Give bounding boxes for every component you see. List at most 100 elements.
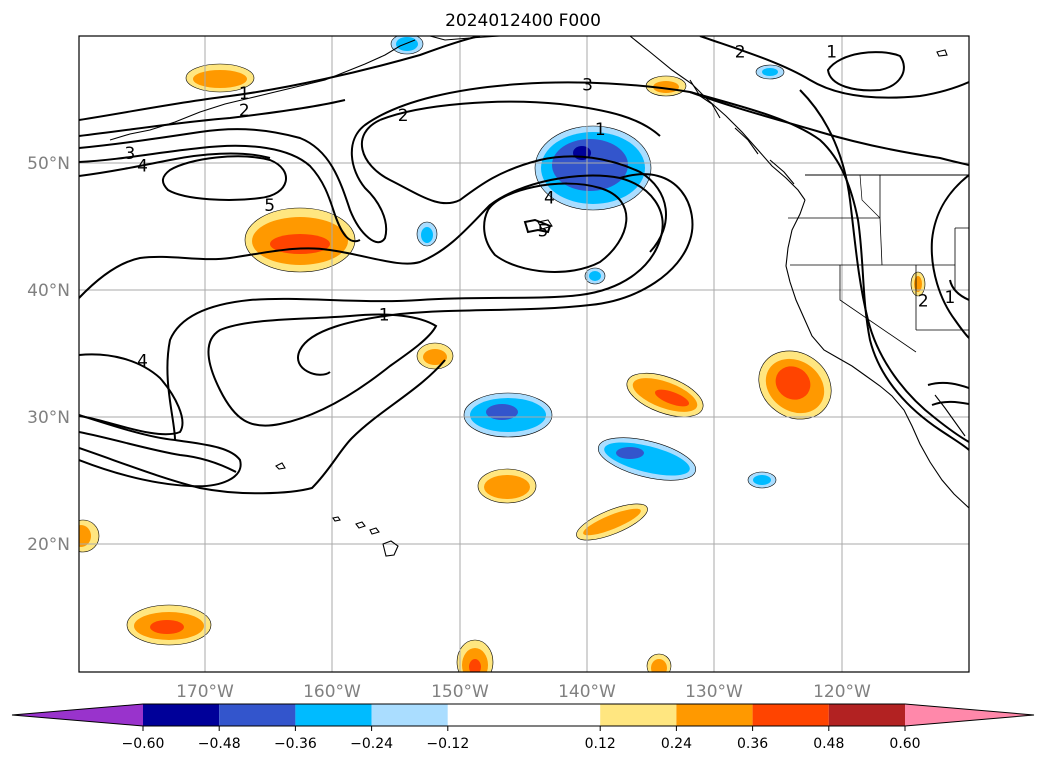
- contour-label: 1: [945, 288, 956, 308]
- colorbar-segment: [447, 704, 601, 726]
- contour-line: [79, 414, 242, 488]
- contour-label: 4: [137, 157, 148, 177]
- lon-tick-label: 120°W: [813, 682, 871, 702]
- gulf-of-alaska-coast: [629, 36, 806, 201]
- colorbar-segment: [219, 704, 296, 726]
- contour-label: 3: [124, 144, 135, 164]
- positive-anomaly-blob: [775, 366, 811, 400]
- contour-label: 1: [595, 120, 606, 140]
- contour-label: 4: [137, 351, 148, 371]
- positive-anomaly-blob: [484, 475, 530, 499]
- contour-line: [79, 81, 691, 244]
- map-title: 2024012400 F000: [445, 11, 601, 31]
- colorbar-tick-label: −0.60: [122, 736, 165, 752]
- baja-coast: [934, 394, 966, 437]
- hawaii-island: [382, 540, 399, 557]
- positive-anomaly-blob: [469, 659, 481, 672]
- contour-line: [79, 152, 271, 177]
- colorbar-segment: [371, 704, 448, 726]
- contour-label: 2: [735, 42, 746, 62]
- contour-line: [949, 279, 969, 301]
- colorbar-segment: [752, 704, 829, 726]
- colorbar-segment: [143, 704, 220, 726]
- contour-line: [826, 51, 905, 92]
- colorbar-tick-label: 0.24: [661, 736, 692, 752]
- inland-states: [859, 174, 881, 219]
- contour-label: 2: [398, 106, 409, 126]
- contour-line: [79, 359, 446, 495]
- hawaii-island: [355, 521, 366, 529]
- colorbar-segment: [295, 704, 372, 726]
- contour-line: [379, 100, 661, 137]
- negative-anomaly-blob: [753, 475, 771, 485]
- contour-line: [799, 89, 969, 443]
- negative-anomaly-blob: [762, 68, 778, 76]
- colorbar-tick-label: −0.24: [350, 736, 393, 752]
- hawaii-island: [332, 516, 341, 522]
- lat-tick-label: 20°N: [27, 535, 70, 555]
- contour-line: [483, 182, 628, 273]
- contour-line: [207, 313, 438, 427]
- contour-label: 5: [264, 196, 275, 216]
- small-island: [275, 462, 286, 470]
- contour-label: 5: [538, 222, 549, 242]
- map-frame: [78, 35, 970, 673]
- positive-anomaly-blob: [150, 620, 184, 634]
- contour-label: 4: [544, 189, 555, 209]
- colorbar-tick-label: −0.36: [274, 736, 317, 752]
- graticule: [79, 36, 969, 672]
- contour-line: [699, 36, 969, 99]
- contour-line: [166, 239, 661, 441]
- anomaly-shading: [79, 36, 926, 672]
- colorbar-tick-label: 0.60: [889, 736, 920, 752]
- colorbar-tick-label: 0.12: [585, 736, 616, 752]
- colorbar-tick-label: 0.36: [737, 736, 768, 752]
- contour-line: [360, 119, 667, 253]
- colorbar-segment: [600, 704, 677, 726]
- aleutian-chain: [109, 39, 416, 141]
- axis-labels: 170°W 160°W 150°W 140°W 130°W 120°W 50°N…: [27, 154, 871, 702]
- contour-label: 2: [239, 101, 250, 121]
- lon-tick-label: 130°W: [685, 682, 743, 702]
- negative-anomaly-blob: [421, 227, 433, 243]
- us-west-coast: [785, 199, 969, 509]
- contour-lines: [79, 36, 969, 495]
- contour-label: 3: [582, 75, 593, 95]
- contour-line: [162, 155, 287, 201]
- alaska-coastline: [429, 36, 501, 41]
- colorbar-extend-max: [905, 704, 1034, 726]
- colorbar-segment: [676, 704, 753, 726]
- lon-tick-label: 170°W: [176, 682, 234, 702]
- positive-anomaly-blob: [79, 525, 91, 547]
- negative-anomaly-blob: [396, 37, 418, 51]
- colorbar-extend-min: [12, 704, 143, 726]
- hawaii-island: [369, 527, 380, 535]
- contour-line: [79, 431, 237, 473]
- lon-tick-label: 150°W: [431, 682, 489, 702]
- negative-anomaly-blob: [589, 271, 601, 281]
- colorbar-tick-label: 0.48: [813, 736, 844, 752]
- lat-tick-label: 30°N: [27, 408, 70, 428]
- lat-tick-label: 50°N: [27, 154, 70, 174]
- contour-line: [79, 174, 664, 299]
- contour-label: 2: [918, 292, 929, 312]
- contour-line: [297, 173, 694, 376]
- contour-line: [927, 381, 969, 389]
- colorbar-tick-label: −0.12: [426, 736, 469, 752]
- contour-line: [930, 174, 969, 339]
- positive-anomaly-blob: [654, 389, 690, 407]
- contour-line: [931, 400, 969, 406]
- negative-anomaly-blob: [616, 447, 644, 459]
- contour-label: 1: [826, 42, 837, 62]
- state-borders: [788, 175, 969, 353]
- positive-anomaly-blob: [193, 70, 247, 88]
- contour-line: [79, 36, 481, 121]
- lat-tick-label: 40°N: [27, 281, 70, 301]
- negative-anomaly-blob: [552, 139, 628, 191]
- positive-anomaly-blob: [651, 659, 667, 672]
- colorbar-segment: [828, 704, 905, 726]
- colorbar-tick-label: −0.48: [198, 736, 241, 752]
